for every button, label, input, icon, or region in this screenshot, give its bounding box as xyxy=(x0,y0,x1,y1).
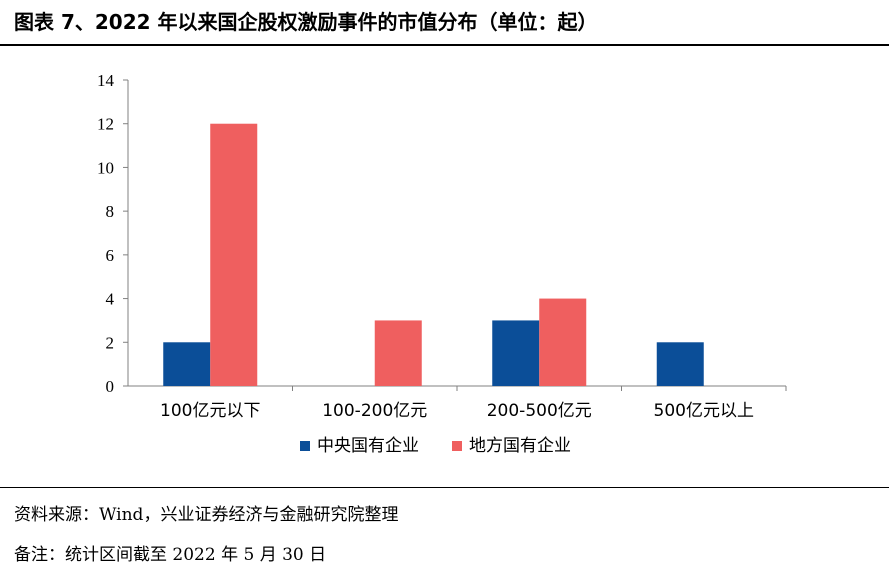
x-tick-label: 100-200亿元 xyxy=(322,401,427,421)
bar-local-soe xyxy=(374,320,422,386)
y-tick-label: 12 xyxy=(97,115,114,134)
x-tick-label: 500亿元以上 xyxy=(654,401,754,421)
remark-note: 备注：统计区间截至 2022 年 5 月 30 日 xyxy=(14,545,327,565)
legend-swatch xyxy=(452,441,462,451)
legend-swatch xyxy=(300,441,310,451)
y-tick-label: 2 xyxy=(106,333,115,352)
y-tick-label: 4 xyxy=(106,290,115,309)
bar-central-soe xyxy=(656,342,704,386)
y-tick-label: 8 xyxy=(106,202,115,221)
y-tick-label: 6 xyxy=(106,246,115,265)
bar-central-soe xyxy=(163,342,211,386)
source-note: 资料来源：Wind，兴业证券经济与金融研究院整理 xyxy=(14,505,399,525)
legend-label: 地方国有企业 xyxy=(469,436,571,456)
y-tick-label: 10 xyxy=(97,158,114,177)
bar-chart: 0 2 4 6 8 10 12 14 100亿元以下 100-200亿元 200-500亿元 500亿… xyxy=(97,71,787,456)
bar-local-soe xyxy=(539,298,587,386)
bar-local-soe xyxy=(210,123,258,386)
title-divider xyxy=(0,44,889,46)
legend-label: 中央国有企业 xyxy=(317,436,419,456)
footer-divider xyxy=(0,487,889,488)
chart-title: 图表 7、2022 年以来国企股权激励事件的市值分布（单位：起） xyxy=(14,10,598,34)
x-tick-label: 100亿元以下 xyxy=(160,401,260,421)
y-tick-label: 0 xyxy=(106,377,115,396)
bar-central-soe xyxy=(492,320,540,386)
y-tick-label: 14 xyxy=(97,71,115,90)
x-tick-label: 200-500亿元 xyxy=(487,401,592,421)
